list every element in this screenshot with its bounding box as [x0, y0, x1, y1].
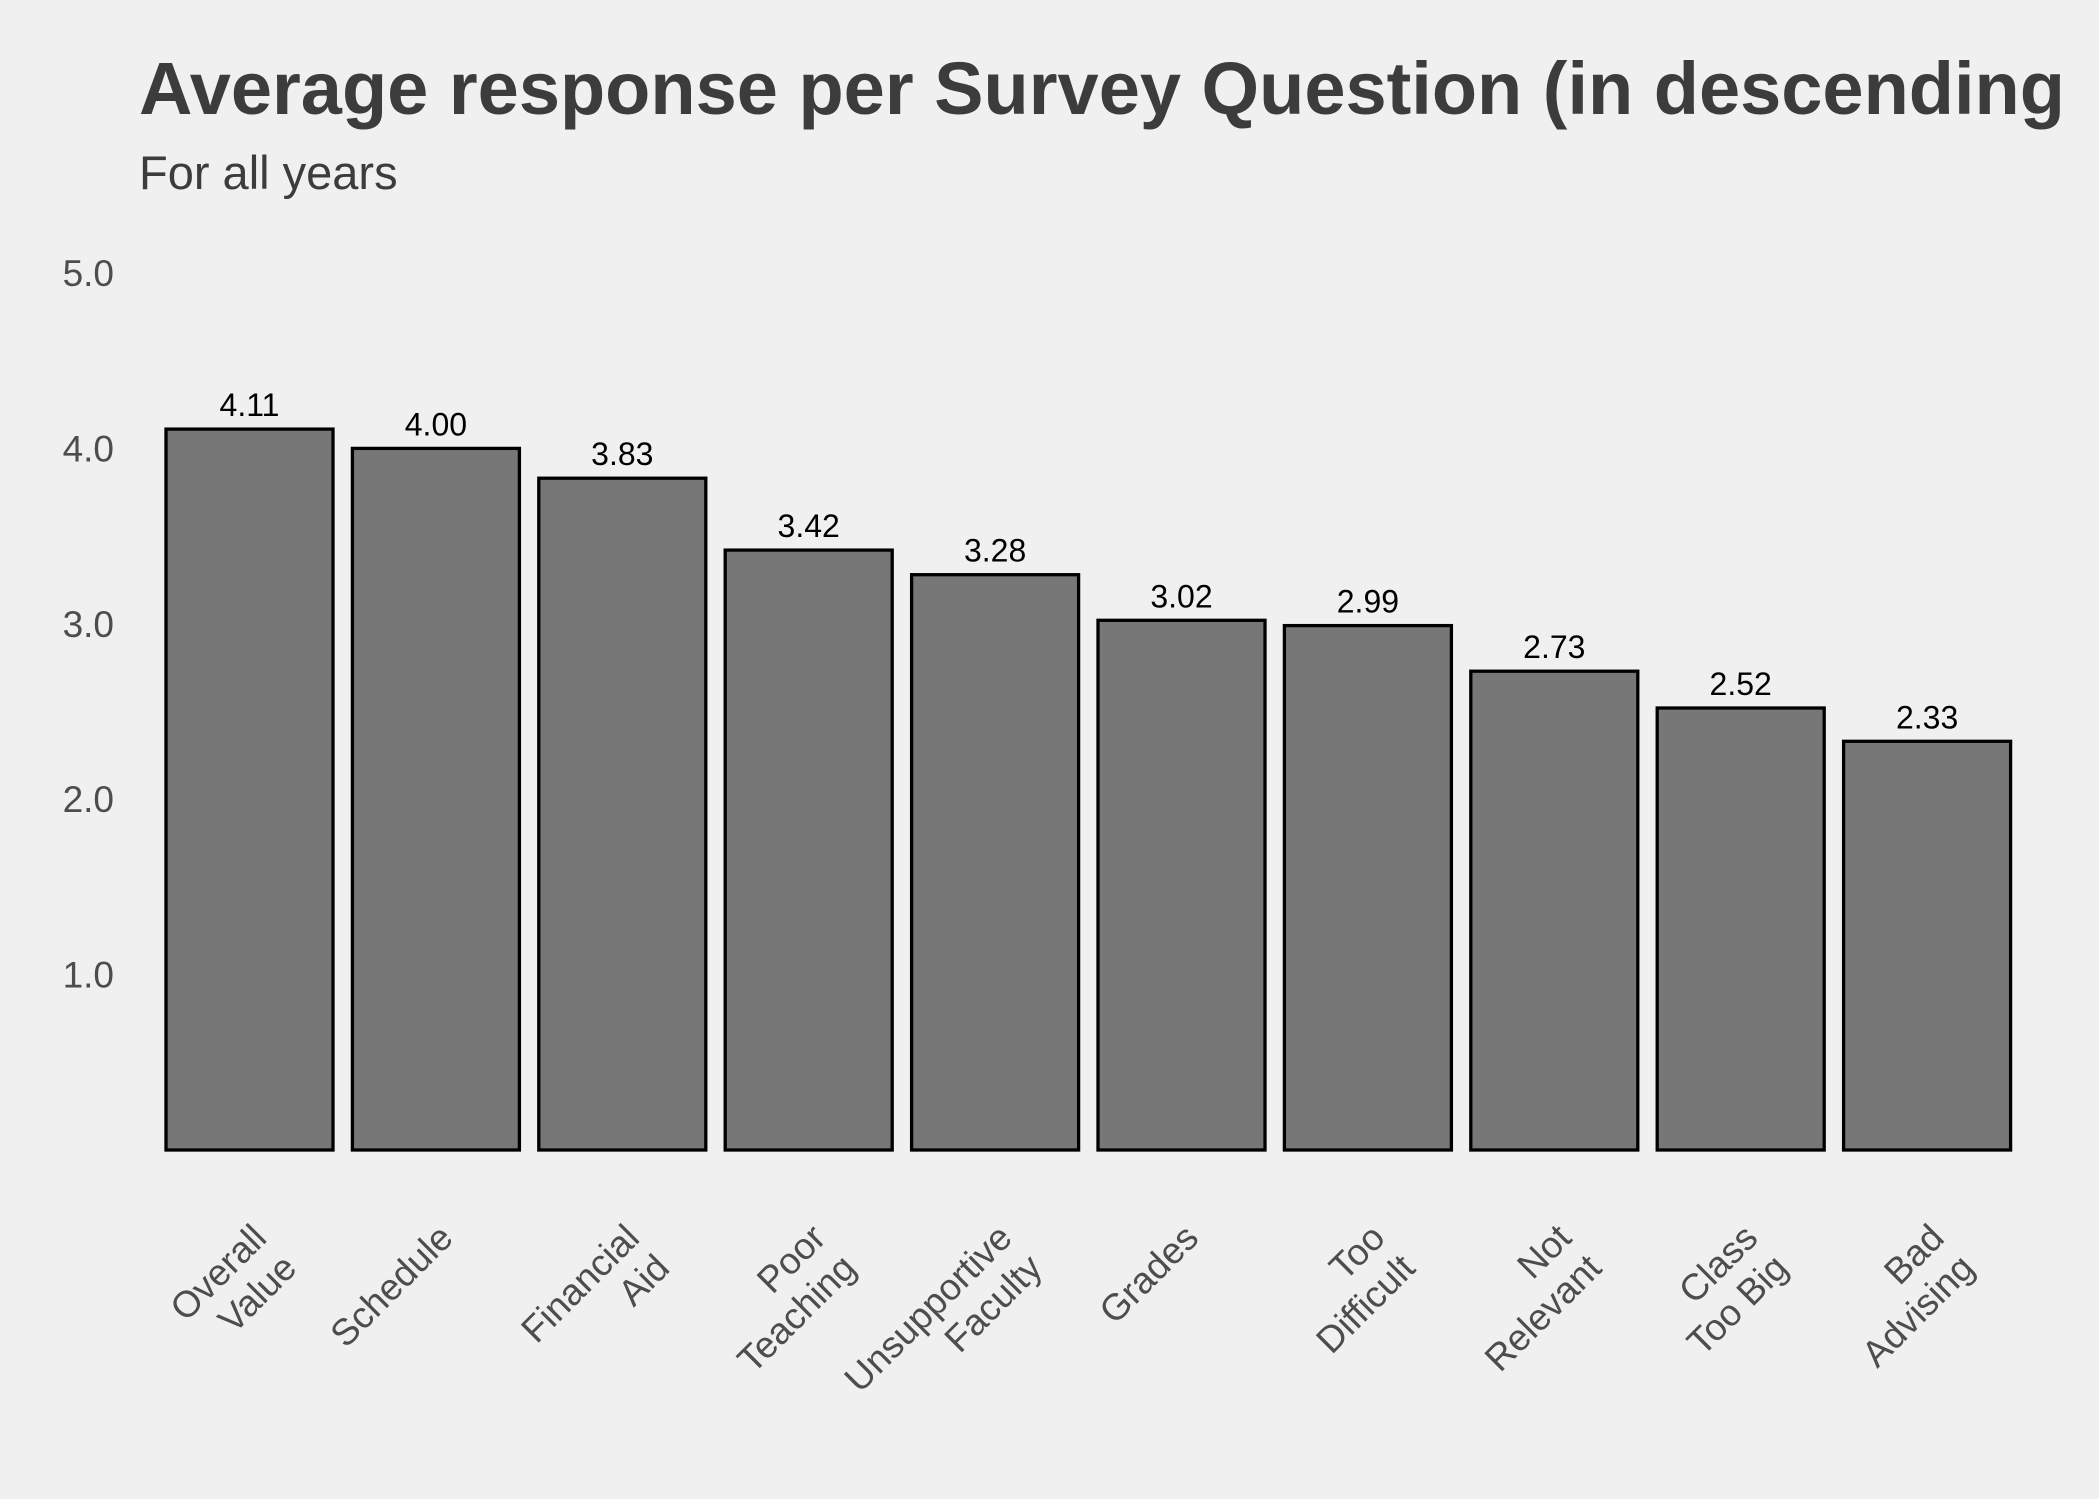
bar-grades — [1096, 618, 1267, 1152]
bar-not-relevant — [1469, 669, 1640, 1152]
bar-bad-advising — [1841, 739, 2013, 1152]
data-label-unsupportive-faculty: 3.28 — [964, 533, 1026, 569]
data-label-class-too-big: 2.52 — [1710, 666, 1772, 702]
data-label-schedule: 4.00 — [405, 406, 467, 442]
y-axis: 1.0 2.0 3.0 4.0 5.0 — [63, 253, 114, 996]
bar-class-too-big — [1655, 706, 1826, 1152]
data-label-too-difficult: 2.99 — [1337, 584, 1399, 620]
data-label-financial-aid: 3.83 — [591, 436, 653, 472]
bars — [164, 427, 2013, 1152]
data-label-overall-value: 4.11 — [220, 387, 280, 423]
bar-too-difficult — [1282, 623, 1454, 1152]
bar-poor-teaching — [723, 548, 894, 1152]
y-tick-label: 1.0 — [63, 955, 114, 996]
data-labels: 4.11 4.00 3.83 3.42 3.28 3.02 2.99 2.73 2.52 2.33 — [220, 387, 1959, 735]
chart-title: Average response per Survey Question (in… — [139, 47, 2065, 130]
data-label-grades: 3.02 — [1150, 578, 1212, 614]
bar-overall-value — [164, 427, 335, 1152]
y-tick-label: 5.0 — [63, 253, 114, 294]
data-label-poor-teaching: 3.42 — [778, 508, 840, 544]
bar-unsupportive-faculty — [909, 573, 1081, 1152]
y-tick-label: 2.0 — [63, 779, 114, 820]
data-label-not-relevant: 2.73 — [1523, 629, 1585, 665]
data-label-bad-advising: 2.33 — [1896, 699, 1958, 735]
bar-financial-aid — [537, 476, 708, 1152]
y-tick-label: 4.0 — [63, 428, 114, 469]
bar-schedule — [350, 446, 522, 1152]
y-tick-label: 3.0 — [63, 604, 114, 645]
chart-subtitle: For all years — [139, 146, 398, 199]
